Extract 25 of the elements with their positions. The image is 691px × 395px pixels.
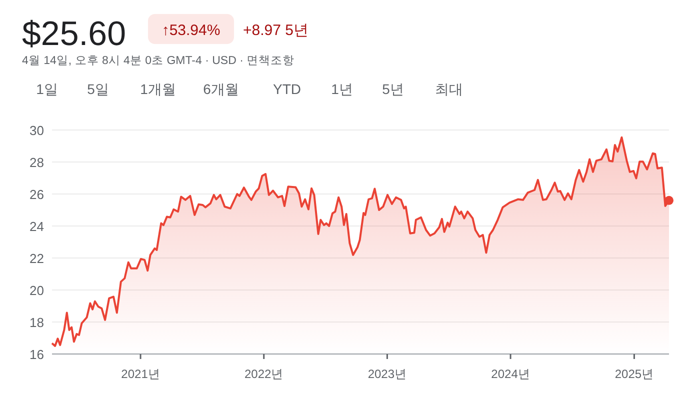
y-tick-label: 26 xyxy=(30,187,44,202)
x-tick-label: 2021년 xyxy=(121,367,160,381)
x-tick-label: 2025년 xyxy=(614,367,654,381)
x-tick-label: 2022년 xyxy=(244,367,284,381)
y-tick-label: 16 xyxy=(30,347,44,362)
text: 최대 xyxy=(435,81,463,97)
text: 1개월 xyxy=(140,81,176,97)
y-tick-label: 30 xyxy=(30,123,44,138)
chart-title: $25.60 xyxy=(22,15,126,53)
y-tick-label: 18 xyxy=(30,315,44,330)
text: YTD xyxy=(273,81,301,97)
text: 6개월 xyxy=(203,81,239,97)
text: +8.97 5년 xyxy=(243,22,308,39)
text: 1년 xyxy=(331,81,353,97)
y-tick-label: 20 xyxy=(30,283,44,298)
y-tick-label: 24 xyxy=(30,219,44,234)
y-tick-label: 28 xyxy=(30,155,44,170)
text: 1일 xyxy=(36,81,58,97)
x-tick-label: 2023년 xyxy=(368,367,407,381)
chart-subtitle: 4월 14일, 오후 8시 4분 0초 GMT-4 · USD · 면책조항 xyxy=(22,55,295,67)
text: ↑53.94% xyxy=(162,22,220,39)
text: 5년 xyxy=(382,81,404,97)
text: 5일 xyxy=(87,81,109,97)
y-tick-label: 22 xyxy=(30,251,44,266)
x-tick-label: 2024년 xyxy=(491,367,530,381)
